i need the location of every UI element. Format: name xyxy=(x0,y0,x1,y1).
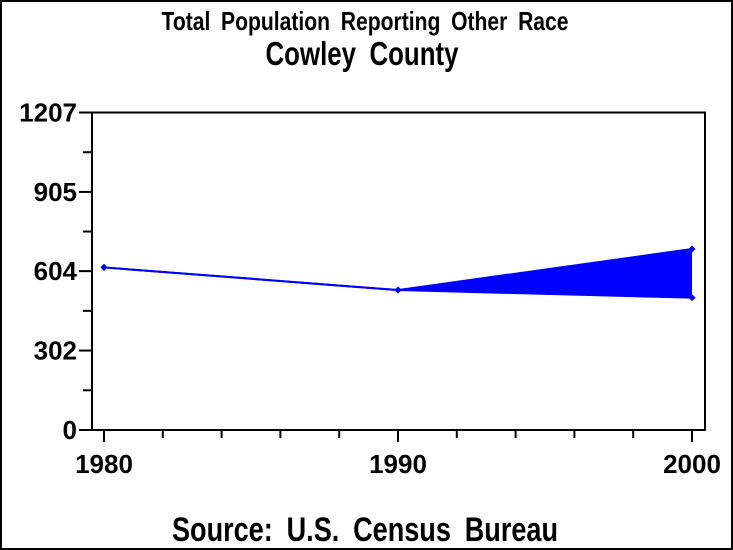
chart-subtitle: Cowley County xyxy=(266,35,459,72)
chart-title: Total Population Reporting Other Race xyxy=(162,6,569,36)
data-point-marker xyxy=(688,294,696,302)
data-point-marker xyxy=(100,263,108,271)
x-tick-label: 2000 xyxy=(663,449,721,479)
y-tick-label: 905 xyxy=(34,177,77,207)
y-tick-label: 302 xyxy=(34,336,77,366)
y-tick-label: 0 xyxy=(63,415,77,445)
data-point-marker xyxy=(394,286,402,294)
data-point-marker xyxy=(688,245,696,253)
source-note: Source: U.S. Census Bureau xyxy=(172,511,558,549)
plot-area: 0 302 604 905 1207 1980 1990 2000 xyxy=(19,98,721,480)
x-tick-label: 1980 xyxy=(75,449,133,479)
x-tick-label: 1990 xyxy=(369,449,427,479)
series-fill-area xyxy=(104,249,692,298)
y-tick-label: 604 xyxy=(34,256,78,286)
y-tick-label: 1207 xyxy=(19,98,77,128)
